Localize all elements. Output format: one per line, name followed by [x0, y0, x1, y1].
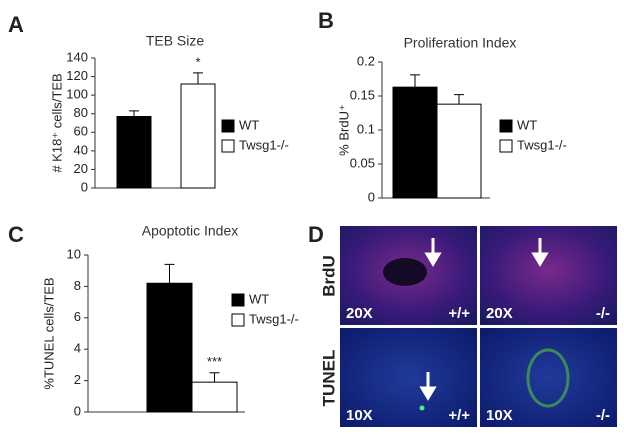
panel-d: D BrdU TUNEL 20X +/+ 20X -/- 10X +/+ 10X…	[308, 222, 617, 427]
chart-title: Apoptotic Index	[142, 223, 239, 239]
legend-swatch	[221, 139, 235, 153]
genotype: -/-	[596, 407, 610, 424]
y-tick-label: 0	[81, 179, 88, 194]
y-tick-label: 8	[74, 278, 81, 293]
arrows	[419, 238, 549, 401]
y-tick-label: 40	[74, 142, 88, 157]
panel-letter: C	[8, 222, 24, 247]
legend-swatch	[499, 119, 513, 133]
error-bar	[164, 263, 175, 284]
y-tick-label: 100	[66, 87, 88, 102]
y-tick-label: 80	[74, 105, 88, 120]
error-bar	[454, 94, 464, 105]
significance: ***	[207, 354, 222, 369]
bar	[392, 86, 438, 199]
legend-label: WT	[249, 291, 269, 306]
legend-swatch	[499, 139, 513, 153]
bar	[180, 83, 216, 189]
y-tick-label: 2	[74, 372, 81, 387]
y-tick-label: 6	[74, 309, 81, 324]
error-bar	[209, 372, 220, 383]
error-bar	[193, 72, 203, 84]
y-tick-label: 120	[66, 68, 88, 83]
genotype: +/+	[448, 407, 470, 424]
y-tick-label: 4	[74, 341, 81, 356]
bar	[146, 282, 193, 413]
legend-swatch	[231, 313, 245, 327]
chart-title: TEB Size	[146, 33, 205, 49]
y-axis-label: # K18⁺ cells/TEB	[49, 73, 64, 172]
magnification: 10X	[486, 407, 513, 424]
bar	[116, 116, 152, 189]
legend-label: Twsg1-/-	[249, 311, 299, 326]
y-tick-label: 60	[74, 124, 88, 139]
significance: *	[195, 54, 200, 69]
legend-swatch	[221, 119, 235, 133]
panel-letter: D	[308, 222, 324, 247]
legend-label: WT	[239, 117, 259, 132]
y-tick-label: 0	[368, 189, 375, 204]
panel-letter: A	[8, 12, 24, 37]
bar	[191, 381, 238, 413]
micrograph	[340, 328, 477, 427]
y-tick-label: 0.2	[357, 53, 375, 68]
error-bar	[129, 110, 139, 117]
y-axis-label: % BrdU⁺	[336, 104, 351, 156]
magnification: 20X	[486, 305, 513, 322]
genotype: -/-	[596, 305, 610, 322]
row-label: TUNEL	[319, 350, 338, 407]
lumen	[383, 258, 427, 286]
y-tick-label: 0.15	[350, 87, 375, 102]
micrograph	[480, 226, 617, 325]
y-axis-label: %TUNEL cells/TEB	[41, 277, 56, 389]
duct-outline	[526, 348, 570, 408]
chart-title: Proliferation Index	[404, 35, 517, 51]
y-tick-label: 140	[66, 49, 88, 64]
y-tick-label: 20	[74, 161, 88, 176]
y-tick-label: 10	[67, 246, 81, 261]
tunel-cell	[419, 405, 425, 411]
legend-swatch	[231, 293, 245, 307]
bar	[436, 103, 482, 199]
micrograph	[480, 328, 617, 427]
legend-label: Twsg1-/-	[517, 137, 567, 152]
magnification: 20X	[346, 305, 373, 322]
panel-letter: B	[318, 8, 334, 33]
row-label: BrdU	[319, 255, 338, 297]
y-tick-label: 0.1	[357, 121, 375, 136]
legend-label: Twsg1-/-	[239, 137, 289, 152]
y-tick-label: 0	[74, 403, 81, 418]
y-tick-label: 0.05	[350, 155, 375, 170]
error-bar	[410, 74, 420, 88]
genotype: +/+	[448, 305, 470, 322]
magnification: 10X	[346, 407, 373, 424]
legend-label: WT	[517, 117, 537, 132]
